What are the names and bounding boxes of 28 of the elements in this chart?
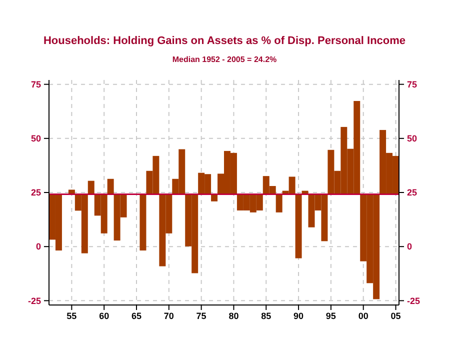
x-tick-label: 85 bbox=[261, 311, 272, 321]
y-tick-label: 0 bbox=[36, 242, 41, 252]
bar bbox=[107, 178, 114, 194]
x-tick-label: 60 bbox=[99, 311, 110, 321]
y2-tick-label: -25 bbox=[407, 296, 420, 306]
x-tick-label: 75 bbox=[196, 311, 206, 321]
x-tick-label: 80 bbox=[228, 311, 239, 321]
x-tick-label: 00 bbox=[358, 311, 368, 321]
y2-tick-label: 75 bbox=[407, 79, 418, 90]
y2-tick-label: 0 bbox=[407, 242, 412, 252]
bar bbox=[295, 194, 302, 258]
chart-title: Households: Holding Gains on Assets as % of Disp. Personal Income bbox=[43, 35, 406, 47]
y2-tick-label: 50 bbox=[407, 134, 418, 144]
y-tick-label: 50 bbox=[30, 134, 41, 144]
x-tick-label: 95 bbox=[326, 311, 336, 321]
y2-tick-label: 25 bbox=[407, 188, 418, 198]
chart-subtitle: Median 1952 - 2005 = 24.2% bbox=[172, 55, 277, 64]
y-tick-label: 75 bbox=[30, 79, 41, 90]
x-tick-label: 05 bbox=[390, 311, 401, 321]
x-tick-label: 65 bbox=[131, 311, 142, 321]
x-tick-label: 70 bbox=[164, 311, 174, 321]
x-tick-label: 55 bbox=[66, 311, 77, 321]
y-tick-label: -25 bbox=[28, 296, 41, 306]
bar bbox=[140, 194, 146, 250]
x-tick-label: 90 bbox=[294, 311, 304, 321]
y-tick-label: 25 bbox=[30, 188, 41, 198]
bar bbox=[88, 180, 94, 194]
bar bbox=[276, 194, 282, 212]
